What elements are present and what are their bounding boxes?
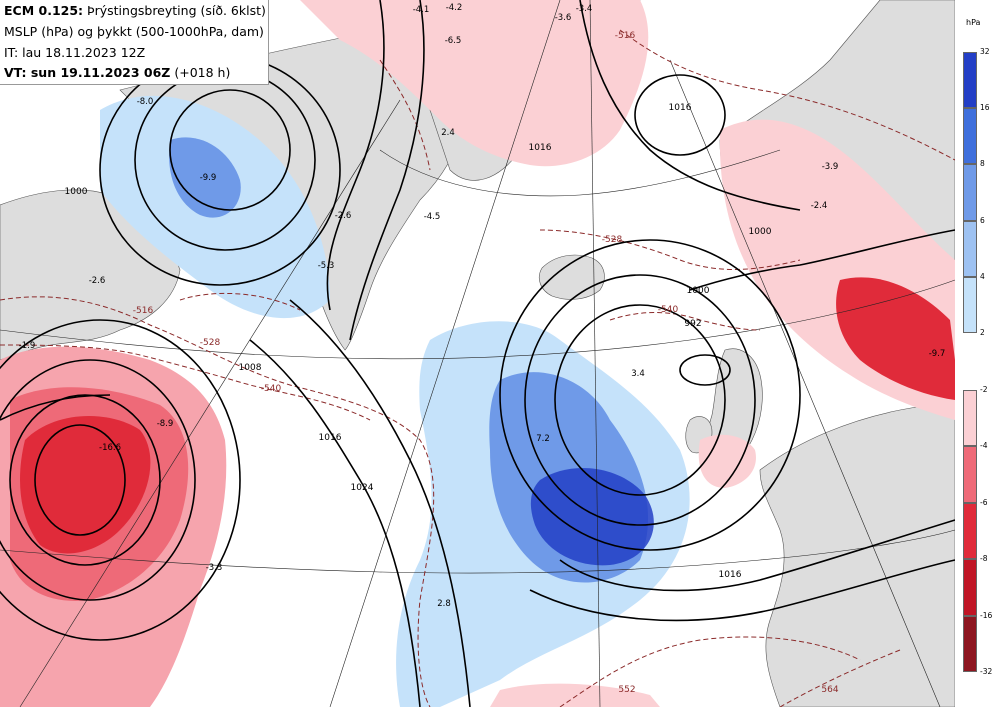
change-label: 2.4 — [441, 128, 455, 138]
model-name: ECM 0.125: — [4, 3, 84, 18]
change-label: -16.6 — [99, 443, 121, 453]
legend-swatch — [963, 52, 977, 109]
chart-title-box: ECM 0.125: Þrýstingsbreyting (síð. 6klst… — [0, 0, 269, 85]
isobar-label: 1000 — [65, 187, 88, 197]
legend-label: 32 — [980, 47, 990, 56]
isobar-label: 992 — [684, 319, 701, 329]
legend-swatch — [963, 615, 977, 672]
parameter-name: Þrýstingsbreyting (síð. 6klst) — [87, 3, 266, 18]
fall-area-south — [490, 683, 660, 707]
thickness-labels: -516 -528 -540 -516 -528 -540 552 564 — [133, 31, 839, 695]
title-line-1: ECM 0.125: Þrýstingsbreyting (síð. 6klst… — [4, 3, 266, 18]
legend-swatch — [963, 220, 977, 277]
legend-label: 2 — [980, 328, 985, 337]
isobar-label: 1000 — [749, 227, 772, 237]
legend-label: -8 — [980, 554, 988, 564]
valid-time: VT: sun 19.11.2023 06Z (+018 h) — [4, 65, 230, 80]
legend-label: 16 — [980, 103, 990, 113]
init-time: IT: lau 18.11.2023 12Z — [4, 45, 146, 60]
isobar-labels: 1000 1016 1008 1016 1024 1000 992 1016 1… — [65, 103, 772, 580]
change-label: -3.9 — [822, 162, 839, 172]
legend-label: 8 — [980, 159, 985, 169]
change-label: -9.7 — [929, 349, 946, 359]
graticule — [0, 0, 956, 707]
change-label: -4.5 — [424, 212, 441, 222]
legend-swatch — [963, 446, 977, 503]
change-label: -5.3 — [318, 261, 335, 271]
thickness-label: -516 — [615, 31, 636, 41]
change-labels: -4.1 -4.2 -3.6 -3.4 -6.5 -8.0 -2.6 -9.9 … — [19, 3, 946, 609]
pressure-fall-areas — [0, 0, 955, 707]
legend-swatch — [963, 276, 977, 333]
low-southwest-isobar — [34, 424, 126, 536]
thickness-label: -540 — [261, 384, 282, 394]
thickness-contours — [0, 29, 956, 707]
isobar-label: 1016 — [529, 143, 552, 153]
rise-area-west-core — [169, 137, 241, 218]
high-scandinavia-isobar — [634, 74, 726, 156]
change-label: -9.9 — [200, 173, 217, 183]
thickness-label: -540 — [658, 305, 679, 315]
isobar-label: 1024 — [351, 483, 374, 493]
change-label: -6.5 — [445, 36, 462, 46]
forecast-hour: (+018 h) — [174, 65, 231, 80]
change-label: 3.4 — [631, 369, 645, 379]
legend-unit: hPa — [966, 18, 981, 27]
thickness-label: -516 — [133, 306, 154, 316]
legend-swatch — [963, 502, 977, 560]
isobar-label: 1000 — [687, 286, 710, 296]
change-label: -2.4 — [811, 201, 828, 211]
legend-swatch — [963, 559, 977, 616]
isobar-label: 1016 — [719, 570, 742, 580]
map-label-layer: 1000 1016 1008 1016 1024 1000 992 1016 1… — [19, 3, 946, 695]
thickness-label: 564 — [821, 685, 838, 695]
fall-area-norway-core — [836, 277, 955, 400]
change-label: -3.3 — [206, 563, 223, 573]
isobar-label: 1008 — [239, 363, 262, 373]
legend-label: -16 — [980, 610, 993, 620]
change-label: 2.8 — [437, 599, 451, 609]
legend-label: 4 — [980, 271, 985, 281]
legend-swatch — [963, 164, 977, 221]
legend-label: 6 — [980, 215, 985, 225]
change-label: -1.9 — [19, 341, 36, 351]
low-iceland-sea-isobar — [554, 304, 726, 496]
change-label: -8.0 — [137, 97, 154, 107]
change-label: -8.9 — [157, 419, 174, 429]
isobar-label: 1016 — [319, 433, 342, 443]
pressure-rise-areas — [100, 95, 690, 707]
legend-swatch — [963, 390, 977, 447]
legend-label: -2 — [980, 385, 988, 394]
thickness-label: -528 — [200, 338, 221, 348]
thickness-label: 552 — [618, 685, 635, 695]
land-europe — [759, 399, 956, 707]
change-label: -4.2 — [446, 3, 463, 13]
title-line-2: MSLP (hPa) og þykkt (500-1000hPa, dam) — [4, 24, 264, 39]
legend-label: -4 — [980, 441, 988, 451]
legend-label: -32 — [980, 667, 993, 676]
isobars — [0, 0, 956, 707]
change-label: -2.6 — [335, 211, 352, 221]
fall-area-greenland-sea — [300, 0, 649, 167]
thickness-label: -528 — [602, 235, 623, 245]
change-label: 7.2 — [536, 434, 550, 444]
change-label: -2.6 — [89, 276, 106, 286]
color-legend: hPa 32 16 8 6 4 2 -2 -4 -6 -8 -16 -32 — [955, 0, 1000, 707]
legend-label: -6 — [980, 497, 988, 507]
change-label: -4.1 — [413, 5, 430, 15]
valid-time-label: VT: sun 19.11.2023 06Z — [4, 65, 171, 80]
low-baffin-isobar — [169, 89, 291, 211]
change-label: -3.4 — [576, 4, 593, 14]
change-label: -3.6 — [555, 13, 572, 23]
isobar-label: 1016 — [669, 103, 692, 113]
legend-swatch — [963, 108, 977, 165]
